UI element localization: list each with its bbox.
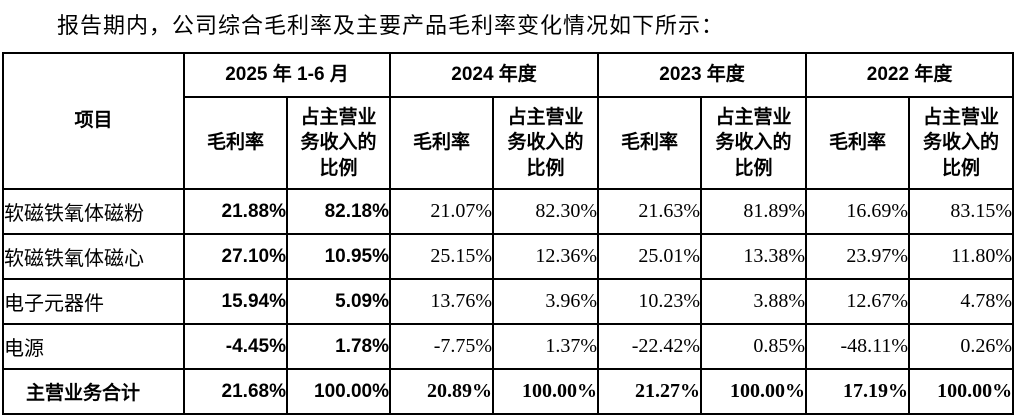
revenue-share-cell: 0.85% — [700, 323, 808, 370]
margin-value-cell: 16.69% — [805, 188, 911, 235]
margin-value-cell: -4.45% — [183, 323, 288, 370]
revenue-share-cell: 3.96% — [492, 278, 600, 325]
revenue-share-cell: 100.00% — [908, 368, 1014, 415]
table-row: 电子元器件 15.94% 5.09% 13.76% 3.96% 10.23% 3.88% 12… — [2, 278, 1014, 325]
col-header-margin-2023: 毛利率 — [597, 96, 703, 190]
revenue-share-cell: 0.26% — [908, 323, 1014, 370]
revenue-share-cell: 10.95% — [285, 233, 392, 280]
col-header-share-2023: 占主营业务收入的比例 — [700, 96, 808, 190]
margin-value-cell: 13.76% — [389, 278, 495, 325]
table-body: 软磁铁氧体磁粉 21.88% 82.18% 21.07% 82.30% 21.63% 81.… — [2, 188, 1014, 415]
row-label: 软磁铁氧体磁粉 — [2, 188, 185, 235]
margin-value-cell: 15.94% — [183, 278, 288, 325]
revenue-share-cell: 13.38% — [700, 233, 808, 280]
col-header-margin-2025: 毛利率 — [183, 96, 288, 190]
row-label: 电子元器件 — [2, 278, 185, 325]
margin-value-cell: 20.89% — [389, 368, 495, 415]
revenue-share-cell: 81.89% — [700, 188, 808, 235]
col-header-period-2025: 2025 年 1-6 月 — [182, 52, 392, 98]
gross-margin-table: 项目 2025 年 1-6 月 2024 年度 2023 年度 2022 年度 … — [2, 52, 1014, 415]
revenue-share-cell: 100.00% — [285, 368, 392, 415]
revenue-share-cell: 4.78% — [908, 278, 1014, 325]
revenue-share-cell: 5.09% — [285, 278, 392, 325]
col-header-share-2022: 占主营业务收入的比例 — [908, 96, 1014, 190]
margin-value-cell: 25.15% — [389, 233, 495, 280]
margin-value-cell: 21.27% — [597, 368, 703, 415]
table-row: 软磁铁氧体磁心 27.10% 10.95% 25.15% 12.36% 25.01% 13.… — [2, 233, 1014, 280]
col-header-margin-2022: 毛利率 — [805, 96, 911, 190]
margin-value-cell: 17.19% — [805, 368, 911, 415]
margin-value-cell: 21.88% — [183, 188, 288, 235]
margin-value-cell: 21.07% — [389, 188, 495, 235]
margin-value-cell: 21.63% — [597, 188, 703, 235]
table-row: 软磁铁氧体磁粉 21.88% 82.18% 21.07% 82.30% 21.63% 81.… — [2, 188, 1014, 235]
sub-header-row: 毛利率 占主营业务收入的比例 毛利率 占主营业务收入的比例 毛利率 占主营业务收… — [3, 96, 1014, 190]
revenue-share-cell: 3.88% — [700, 278, 808, 325]
col-header-item: 项目 — [2, 52, 185, 190]
col-header-period-2023: 2023 年度 — [597, 52, 808, 98]
col-header-share-2024: 占主营业务收入的比例 — [492, 96, 600, 190]
margin-value-cell: 21.68% — [183, 368, 288, 415]
revenue-share-cell: 82.18% — [285, 188, 392, 235]
margin-value-cell: 27.10% — [183, 233, 288, 280]
row-label: 电源 — [2, 323, 185, 370]
revenue-share-cell: 83.15% — [908, 188, 1014, 235]
row-label: 软磁铁氧体磁心 — [2, 233, 185, 280]
revenue-share-cell: 11.80% — [908, 233, 1014, 280]
col-header-period-2024: 2024 年度 — [389, 52, 600, 98]
row-label: 主营业务合计 — [2, 368, 185, 415]
table-row: 电源 -4.45% 1.78% -7.75% 1.37% -22.42% 0.85% -48.… — [2, 323, 1014, 370]
margin-value-cell: -48.11% — [805, 323, 911, 370]
col-header-period-2022: 2022 年度 — [805, 52, 1014, 98]
revenue-share-cell: 82.30% — [492, 188, 600, 235]
margin-value-cell: 12.67% — [805, 278, 911, 325]
margin-value-cell: -7.75% — [389, 323, 495, 370]
revenue-share-cell: 1.78% — [285, 323, 392, 370]
total-row: 主营业务合计 21.68% 100.00% 20.89% 100.00% 21.27% 10… — [2, 368, 1014, 415]
intro-text: 报告期内，公司综合毛利率及主要产品毛利率变化情况如下所示： — [57, 13, 725, 38]
col-header-margin-2024: 毛利率 — [389, 96, 495, 190]
margin-value-cell: 23.97% — [805, 233, 911, 280]
col-header-share-2025: 占主营业务收入的比例 — [285, 96, 392, 190]
revenue-share-cell: 12.36% — [492, 233, 600, 280]
revenue-share-cell: 100.00% — [492, 368, 600, 415]
revenue-share-cell: 1.37% — [492, 323, 600, 370]
period-header-row: 项目 2025 年 1-6 月 2024 年度 2023 年度 2022 年度 — [2, 52, 1014, 190]
margin-value-cell: -22.42% — [597, 323, 703, 370]
margin-value-cell: 25.01% — [597, 233, 703, 280]
revenue-share-cell: 100.00% — [700, 368, 808, 415]
margin-value-cell: 10.23% — [597, 278, 703, 325]
